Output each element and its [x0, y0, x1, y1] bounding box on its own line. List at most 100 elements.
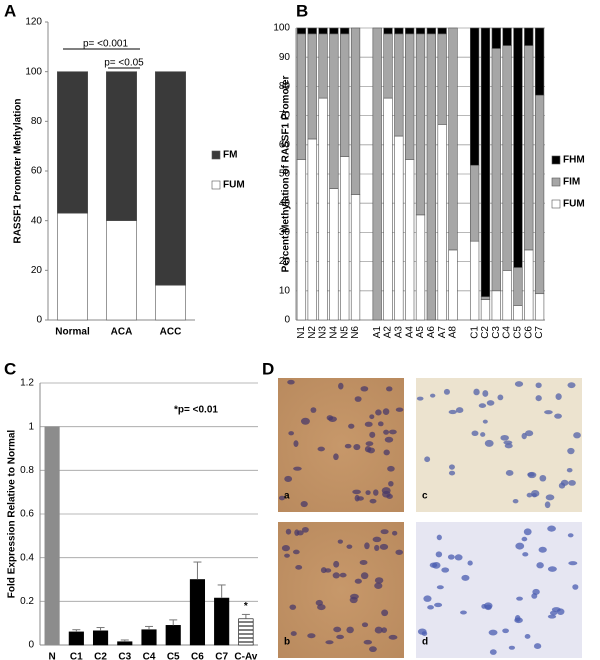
nucleus: [372, 536, 382, 543]
bar-segment: [340, 33, 350, 157]
nucleus: [515, 542, 525, 550]
nucleus: [508, 645, 516, 650]
nucleus: [349, 596, 358, 604]
x-tick-label: C4: [143, 652, 156, 660]
bar-segment: [383, 33, 393, 99]
x-tick-label: A7: [437, 326, 448, 339]
panel-letter: A: [4, 1, 16, 20]
nucleus: [290, 631, 297, 637]
bar: [214, 597, 230, 646]
nucleus: [384, 436, 394, 443]
nucleus: [538, 546, 547, 553]
y-tick-label: 10: [279, 285, 291, 296]
nucleus: [365, 441, 374, 447]
y-tick-label: 1.2: [20, 378, 34, 389]
bar: [68, 631, 84, 646]
bar-segment: [469, 164, 480, 242]
y-tick-label: 40: [31, 215, 43, 226]
bar-segment: [296, 159, 307, 321]
nucleus: [568, 480, 576, 486]
x-tick-label: N5: [339, 326, 350, 339]
bar-segment: [155, 71, 186, 286]
nucleus: [558, 482, 566, 489]
nucleus: [364, 421, 373, 427]
x-tick-label: N4: [329, 326, 340, 339]
bar-segment: [318, 97, 328, 321]
x-tick-label: C6: [523, 326, 534, 339]
nucleus: [547, 614, 557, 619]
y-tick-label: 0: [28, 640, 34, 651]
x-tick-label: C3: [491, 326, 502, 339]
y-axis-label: Percent Methylation of RASSF1 Promoter: [281, 76, 292, 273]
nucleus: [380, 529, 389, 535]
x-tick-label: N: [48, 652, 55, 660]
nucleus: [336, 634, 344, 640]
nucleus: [354, 494, 360, 502]
y-tick-label: 0: [284, 315, 290, 326]
nucleus: [429, 562, 438, 568]
error-bar: [241, 613, 250, 619]
bar: [238, 618, 254, 646]
nucleus: [317, 604, 326, 611]
nucleus: [523, 528, 532, 536]
nucleus: [536, 562, 544, 569]
nucleus: [388, 634, 398, 640]
nucleus: [567, 533, 574, 538]
nucleus: [535, 395, 542, 402]
nucleus: [317, 446, 325, 452]
error-bar: [217, 584, 226, 599]
annotation: p= <0.05: [104, 58, 144, 69]
nucleus: [360, 572, 369, 580]
nucleus: [556, 608, 565, 615]
error-bar: [193, 561, 202, 580]
x-tick-label: A8: [448, 326, 459, 339]
error-bar: [72, 629, 81, 632]
nucleus: [512, 498, 519, 504]
bar-segment: [394, 33, 404, 137]
nucleus: [339, 572, 347, 578]
nucleus: [386, 386, 393, 392]
bar-segment: [383, 97, 393, 321]
micrograph: [416, 378, 582, 512]
nucleus: [500, 434, 509, 441]
nucleus: [547, 566, 557, 572]
bar-segment: [57, 212, 88, 321]
nucleus: [395, 407, 404, 412]
y-axis-label: RASSF1 Promoter Methylation: [13, 98, 24, 243]
y-tick-label: 0.4: [20, 552, 34, 563]
bar-segment: [480, 299, 491, 321]
nucleus: [381, 627, 388, 633]
x-tick-label: Normal: [55, 327, 90, 338]
nucleus: [505, 469, 514, 476]
nucleus: [554, 413, 562, 419]
legend-label: FM: [223, 150, 237, 161]
nucleus: [377, 421, 384, 427]
x-tick-label: A6: [426, 326, 437, 339]
nucleus: [436, 585, 444, 590]
y-tick-label: 20: [31, 265, 43, 276]
y-tick-label: 120: [25, 17, 42, 28]
legend-swatch: [551, 177, 561, 187]
nucleus: [482, 390, 489, 397]
nucleus: [448, 409, 457, 415]
nucleus: [568, 561, 578, 566]
nucleus: [448, 464, 455, 470]
bar-segment: [513, 27, 523, 268]
nucleus: [307, 633, 316, 639]
y-tick-label: 40: [279, 198, 291, 209]
nucleus: [369, 431, 376, 438]
nucleus: [545, 494, 555, 501]
nucleus: [364, 542, 370, 550]
bar-segment: [534, 293, 545, 321]
bar-segment: [491, 290, 501, 321]
bar-segment: [350, 27, 361, 195]
bar-segment: [437, 33, 447, 125]
error-bar: [145, 625, 153, 630]
nucleus: [514, 615, 521, 622]
nucleus: [373, 489, 379, 496]
nucleus: [522, 552, 529, 557]
nucleus: [324, 568, 332, 573]
y-tick-label: 70: [279, 110, 291, 121]
nucleus: [284, 553, 290, 558]
nucleus: [514, 381, 524, 387]
